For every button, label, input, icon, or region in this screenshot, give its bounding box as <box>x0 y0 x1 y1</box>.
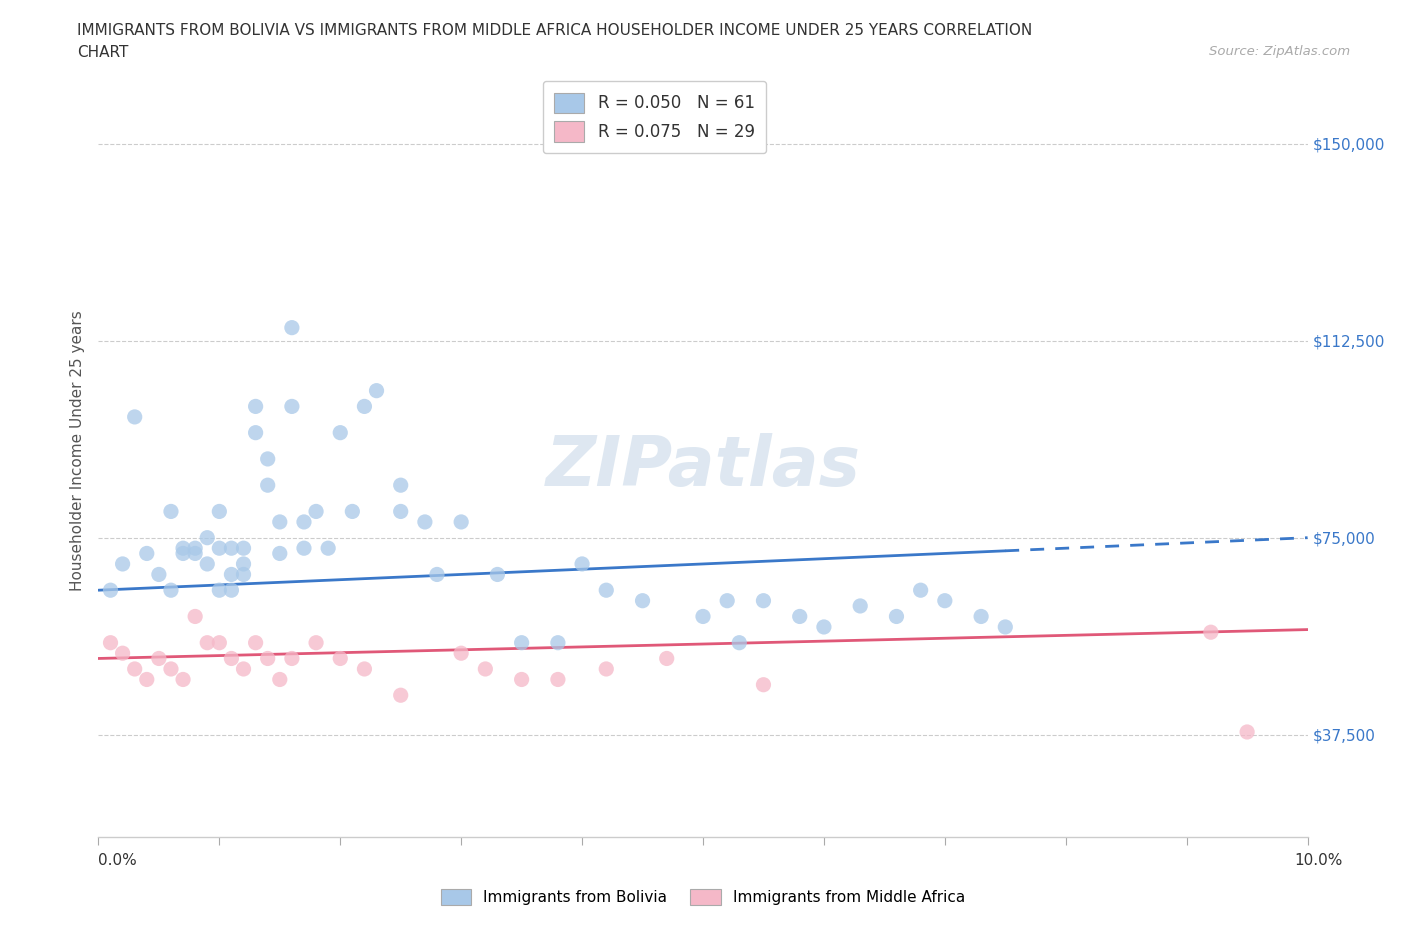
Point <box>655 651 678 666</box>
Point <box>353 399 375 414</box>
Point <box>172 546 194 561</box>
Y-axis label: Householder Income Under 25 years: Householder Income Under 25 years <box>69 311 84 591</box>
Point <box>184 609 207 624</box>
Point <box>111 645 134 660</box>
Point <box>232 540 254 555</box>
Point <box>728 635 751 650</box>
Point <box>221 567 243 582</box>
Point <box>316 540 339 555</box>
Point <box>849 599 872 614</box>
Point <box>305 635 328 650</box>
Point <box>474 661 496 676</box>
Text: ZIPatlas: ZIPatlas <box>546 433 860 500</box>
Point <box>571 556 593 571</box>
Point <box>100 583 122 598</box>
Point <box>195 530 218 545</box>
Point <box>245 635 267 650</box>
Point <box>208 504 231 519</box>
Point <box>184 540 207 555</box>
Point <box>232 556 254 571</box>
Point <box>994 619 1017 634</box>
Point <box>716 593 738 608</box>
Text: 0.0%: 0.0% <box>98 853 138 868</box>
Point <box>160 661 183 676</box>
Point <box>366 383 388 398</box>
Point <box>232 661 254 676</box>
Point <box>281 399 304 414</box>
Text: CHART: CHART <box>77 45 129 60</box>
Text: 10.0%: 10.0% <box>1295 853 1343 868</box>
Point <box>329 651 352 666</box>
Point <box>631 593 654 608</box>
Point <box>389 688 412 703</box>
Point <box>547 672 569 687</box>
Point <box>148 651 170 666</box>
Point <box>305 504 328 519</box>
Point <box>547 635 569 650</box>
Point <box>486 567 509 582</box>
Point <box>292 514 315 529</box>
Point <box>910 583 932 598</box>
Point <box>413 514 436 529</box>
Point <box>195 635 218 650</box>
Point <box>160 504 183 519</box>
Point <box>100 635 122 650</box>
Point <box>221 651 243 666</box>
Point <box>256 651 278 666</box>
Point <box>195 556 218 571</box>
Point <box>292 540 315 555</box>
Point <box>256 451 278 466</box>
Point <box>510 672 533 687</box>
Point <box>886 609 908 624</box>
Point <box>148 567 170 582</box>
Point <box>221 583 243 598</box>
Point <box>595 583 617 598</box>
Point <box>813 619 835 634</box>
Point <box>1236 724 1258 739</box>
Legend: R = 0.050   N = 61, R = 0.075   N = 29: R = 0.050 N = 61, R = 0.075 N = 29 <box>543 81 766 153</box>
Point <box>208 540 231 555</box>
Point <box>135 546 157 561</box>
Point <box>789 609 811 624</box>
Point <box>426 567 449 582</box>
Point <box>269 514 291 529</box>
Point <box>342 504 364 519</box>
Point <box>160 583 183 598</box>
Point <box>245 425 267 440</box>
Point <box>450 645 472 660</box>
Point <box>172 672 194 687</box>
Point <box>281 651 304 666</box>
Point <box>389 478 412 493</box>
Point <box>934 593 956 608</box>
Point <box>172 540 194 555</box>
Point <box>329 425 352 440</box>
Point <box>124 661 146 676</box>
Point <box>208 635 231 650</box>
Point <box>353 661 375 676</box>
Point <box>232 567 254 582</box>
Point <box>256 478 278 493</box>
Point <box>450 514 472 529</box>
Legend: Immigrants from Bolivia, Immigrants from Middle Africa: Immigrants from Bolivia, Immigrants from… <box>433 882 973 913</box>
Point <box>111 556 134 571</box>
Text: IMMIGRANTS FROM BOLIVIA VS IMMIGRANTS FROM MIDDLE AFRICA HOUSEHOLDER INCOME UNDE: IMMIGRANTS FROM BOLIVIA VS IMMIGRANTS FR… <box>77 23 1032 38</box>
Point <box>124 409 146 424</box>
Point <box>752 593 775 608</box>
Point <box>389 504 412 519</box>
Point <box>281 320 304 335</box>
Point <box>208 583 231 598</box>
Point <box>269 672 291 687</box>
Text: Source: ZipAtlas.com: Source: ZipAtlas.com <box>1209 45 1350 58</box>
Point <box>221 540 243 555</box>
Point <box>184 546 207 561</box>
Point <box>692 609 714 624</box>
Point <box>510 635 533 650</box>
Point <box>595 661 617 676</box>
Point <box>752 677 775 692</box>
Point <box>135 672 157 687</box>
Point <box>1199 625 1222 640</box>
Point <box>245 399 267 414</box>
Point <box>970 609 993 624</box>
Point <box>269 546 291 561</box>
